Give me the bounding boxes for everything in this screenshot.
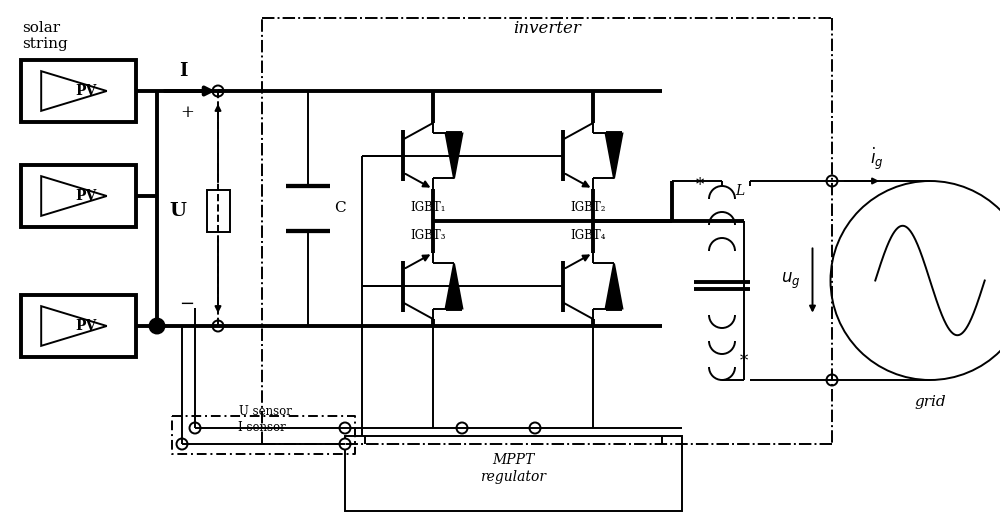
Text: IGBT₄: IGBT₄ (570, 229, 606, 242)
Text: *: * (740, 353, 748, 370)
Text: PV: PV (75, 84, 97, 98)
Text: I: I (179, 62, 187, 80)
Bar (21, 295, 136, 357)
Polygon shape (606, 134, 622, 178)
Text: MPPT
regulator: MPPT regulator (480, 453, 546, 483)
Circle shape (530, 422, 540, 433)
Text: IGBT₂: IGBT₂ (570, 201, 606, 215)
Text: $u_g$: $u_g$ (781, 270, 800, 290)
Circle shape (826, 375, 838, 386)
Circle shape (190, 422, 200, 433)
Text: L: L (735, 184, 745, 198)
Polygon shape (446, 264, 462, 309)
Text: +: + (180, 105, 194, 122)
Bar (21, 165, 136, 227)
Text: *: * (696, 177, 704, 195)
Circle shape (212, 320, 224, 331)
Text: U: U (170, 202, 186, 220)
Bar (345, 436, 682, 511)
Text: C: C (334, 201, 346, 216)
Text: inverter: inverter (513, 21, 581, 37)
Circle shape (831, 181, 1000, 380)
Text: I sensor: I sensor (238, 421, 286, 434)
Circle shape (212, 86, 224, 96)
Text: U sensor: U sensor (239, 405, 291, 418)
Polygon shape (606, 264, 622, 309)
Text: PV: PV (75, 319, 97, 333)
Text: −: − (179, 295, 195, 313)
Circle shape (826, 176, 838, 187)
Text: grid: grid (914, 395, 946, 409)
Circle shape (176, 439, 188, 450)
Text: solar
string: solar string (22, 21, 68, 51)
Text: IGBT₃: IGBT₃ (410, 229, 446, 242)
Circle shape (340, 439, 351, 450)
Circle shape (150, 319, 164, 333)
Text: PV: PV (75, 189, 97, 203)
Bar (21, 60, 136, 122)
Circle shape (340, 422, 351, 433)
Polygon shape (446, 134, 462, 178)
Text: IGBT₁: IGBT₁ (410, 201, 446, 215)
Text: $\dot{\imath}_g$: $\dot{\imath}_g$ (870, 146, 884, 172)
Circle shape (456, 422, 468, 433)
Bar (207, 190, 230, 232)
